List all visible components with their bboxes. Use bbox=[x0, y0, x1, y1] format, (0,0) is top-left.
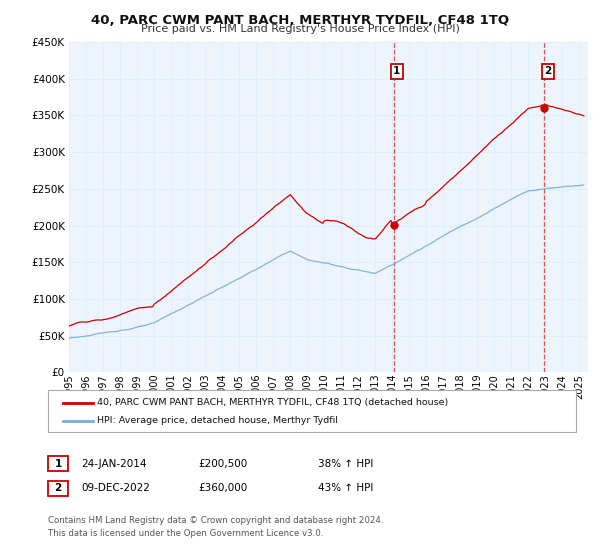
Text: HPI: Average price, detached house, Merthyr Tydfil: HPI: Average price, detached house, Mert… bbox=[97, 416, 338, 425]
Text: 09-DEC-2022: 09-DEC-2022 bbox=[81, 483, 150, 493]
Text: 38% ↑ HPI: 38% ↑ HPI bbox=[318, 459, 373, 469]
Text: 40, PARC CWM PANT BACH, MERTHYR TYDFIL, CF48 1TQ (detached house): 40, PARC CWM PANT BACH, MERTHYR TYDFIL, … bbox=[97, 398, 448, 408]
Text: 43% ↑ HPI: 43% ↑ HPI bbox=[318, 483, 373, 493]
Text: Contains HM Land Registry data © Crown copyright and database right 2024.: Contains HM Land Registry data © Crown c… bbox=[48, 516, 383, 525]
Text: This data is licensed under the Open Government Licence v3.0.: This data is licensed under the Open Gov… bbox=[48, 529, 323, 538]
Text: 2: 2 bbox=[544, 67, 551, 76]
Text: 1: 1 bbox=[55, 459, 62, 469]
Text: Price paid vs. HM Land Registry's House Price Index (HPI): Price paid vs. HM Land Registry's House … bbox=[140, 24, 460, 34]
Text: 1: 1 bbox=[393, 67, 401, 76]
Text: 40, PARC CWM PANT BACH, MERTHYR TYDFIL, CF48 1TQ: 40, PARC CWM PANT BACH, MERTHYR TYDFIL, … bbox=[91, 14, 509, 27]
Text: 2: 2 bbox=[55, 483, 62, 493]
Text: £200,500: £200,500 bbox=[198, 459, 247, 469]
Text: 24-JAN-2014: 24-JAN-2014 bbox=[81, 459, 146, 469]
Text: £360,000: £360,000 bbox=[198, 483, 247, 493]
